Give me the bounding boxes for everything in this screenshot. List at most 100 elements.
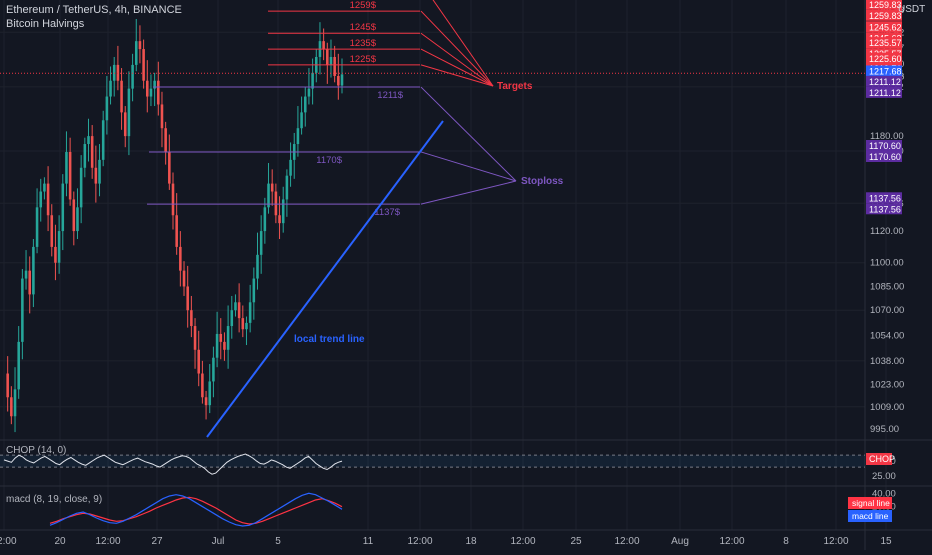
symbol-title[interactable]: Ethereum / TetherUS, 4h, BINANCE — [6, 4, 182, 16]
chop-title[interactable]: CHOP (14, 0) — [6, 445, 67, 456]
target-pointer — [420, 32, 494, 87]
target-pointer — [420, 10, 494, 87]
main-plot: 1277$1259$1245$1235$1225$Targets1211$117… — [0, 0, 865, 438]
price-tick-label: 1070.00 — [870, 305, 904, 316]
time-tick-label: 20 — [54, 536, 66, 547]
candle — [230, 310, 234, 327]
candle — [83, 144, 87, 168]
candle — [329, 56, 333, 65]
price-badge — [866, 192, 902, 204]
target-label: 1245$ — [350, 22, 377, 33]
candle — [32, 246, 35, 295]
candle — [190, 310, 193, 327]
candle — [263, 207, 267, 232]
stoploss-pointer — [420, 180, 517, 205]
candle — [197, 349, 201, 374]
macd-legend-text: signal line — [852, 498, 890, 508]
time-tick-label: 12:00 — [0, 536, 17, 547]
candle — [101, 120, 105, 160]
candle — [274, 191, 278, 216]
candle — [256, 254, 259, 279]
candle — [6, 373, 9, 398]
macd-legend-badge — [848, 497, 892, 509]
stoploss-pointer — [420, 86, 517, 182]
candle — [337, 75, 340, 86]
candle — [234, 302, 237, 311]
candle — [105, 96, 109, 121]
candle — [168, 151, 171, 184]
candle — [223, 341, 226, 350]
candle — [175, 215, 178, 247]
candle — [142, 49, 145, 81]
candle — [24, 270, 28, 279]
candle — [270, 183, 274, 192]
time-tick-label: 12:00 — [407, 536, 432, 547]
macd-series-line — [49, 496, 343, 525]
candle — [226, 326, 230, 350]
price-tick-label: 1054.00 — [870, 331, 904, 342]
price-tick-label: 1023.00 — [870, 380, 904, 391]
candle — [50, 215, 54, 247]
chop-tick-label: 25.00 — [872, 471, 896, 482]
stoploss-label: 1137$ — [374, 207, 400, 218]
candle — [186, 286, 189, 311]
time-tick-label: 18 — [465, 536, 477, 547]
chop-band — [0, 455, 865, 468]
candle — [21, 278, 24, 342]
candle — [307, 88, 311, 97]
candle — [160, 104, 164, 129]
candle — [87, 136, 90, 145]
candle — [322, 41, 325, 50]
macd-title[interactable]: macd (8, 19, close, 9) — [6, 494, 103, 505]
candle — [212, 357, 215, 382]
target-label: 1259$ — [350, 0, 377, 11]
time-tick-label: 11 — [363, 536, 374, 547]
target-label: 1235$ — [350, 38, 377, 49]
time-tick-label: Jul — [212, 536, 225, 547]
indicator-name[interactable]: Bitcoin Halvings — [6, 18, 85, 30]
candle — [54, 246, 57, 263]
candle — [123, 112, 127, 137]
candle — [39, 191, 43, 208]
price-badge — [866, 75, 902, 87]
price-badge-text: 1211.12 — [869, 88, 901, 98]
candle — [248, 302, 252, 323]
chop-badge-text: CHOP — [869, 454, 895, 464]
chop-line — [3, 453, 343, 475]
price-badge-text: 1170.60 — [869, 141, 901, 151]
candle — [131, 64, 134, 89]
price-badge-text: 1245.62 — [869, 22, 902, 32]
candle — [120, 80, 123, 113]
price-badge-text: 1170.60 — [869, 152, 901, 162]
price-tick-label: 1038.00 — [870, 356, 904, 367]
price-badge — [866, 203, 902, 215]
candle — [219, 333, 223, 342]
price-badge-text: 1235.57 — [869, 38, 902, 48]
candle — [43, 183, 46, 192]
targets-title: Targets — [497, 81, 533, 92]
candle — [145, 80, 149, 97]
time-tick-label: 27 — [151, 536, 163, 547]
candle — [215, 333, 219, 358]
price-tick-label: 1120.00 — [870, 226, 904, 237]
candle — [127, 88, 131, 137]
stoploss-label: 1211$ — [377, 90, 403, 101]
candle — [208, 381, 212, 406]
macd-series-line — [49, 492, 343, 527]
price-badge — [866, 9, 902, 21]
price-badge — [866, 139, 902, 151]
time-tick-label: 25 — [570, 536, 582, 547]
time-tick-label: 12:00 — [614, 536, 639, 547]
price-badge — [866, 0, 902, 10]
candle — [10, 397, 13, 417]
candle — [13, 389, 17, 417]
price-tick-label: 1085.00 — [870, 281, 904, 292]
price-badge-text: 1225.60 — [869, 54, 902, 64]
candle — [281, 199, 285, 224]
candle — [237, 302, 241, 319]
